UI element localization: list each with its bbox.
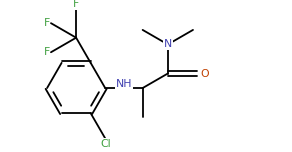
- Text: F: F: [73, 0, 79, 9]
- Text: Cl: Cl: [100, 139, 110, 149]
- Text: O: O: [200, 69, 209, 78]
- Text: F: F: [44, 18, 50, 28]
- Text: N: N: [164, 40, 172, 49]
- Text: F: F: [44, 47, 50, 57]
- Text: NH: NH: [116, 79, 132, 89]
